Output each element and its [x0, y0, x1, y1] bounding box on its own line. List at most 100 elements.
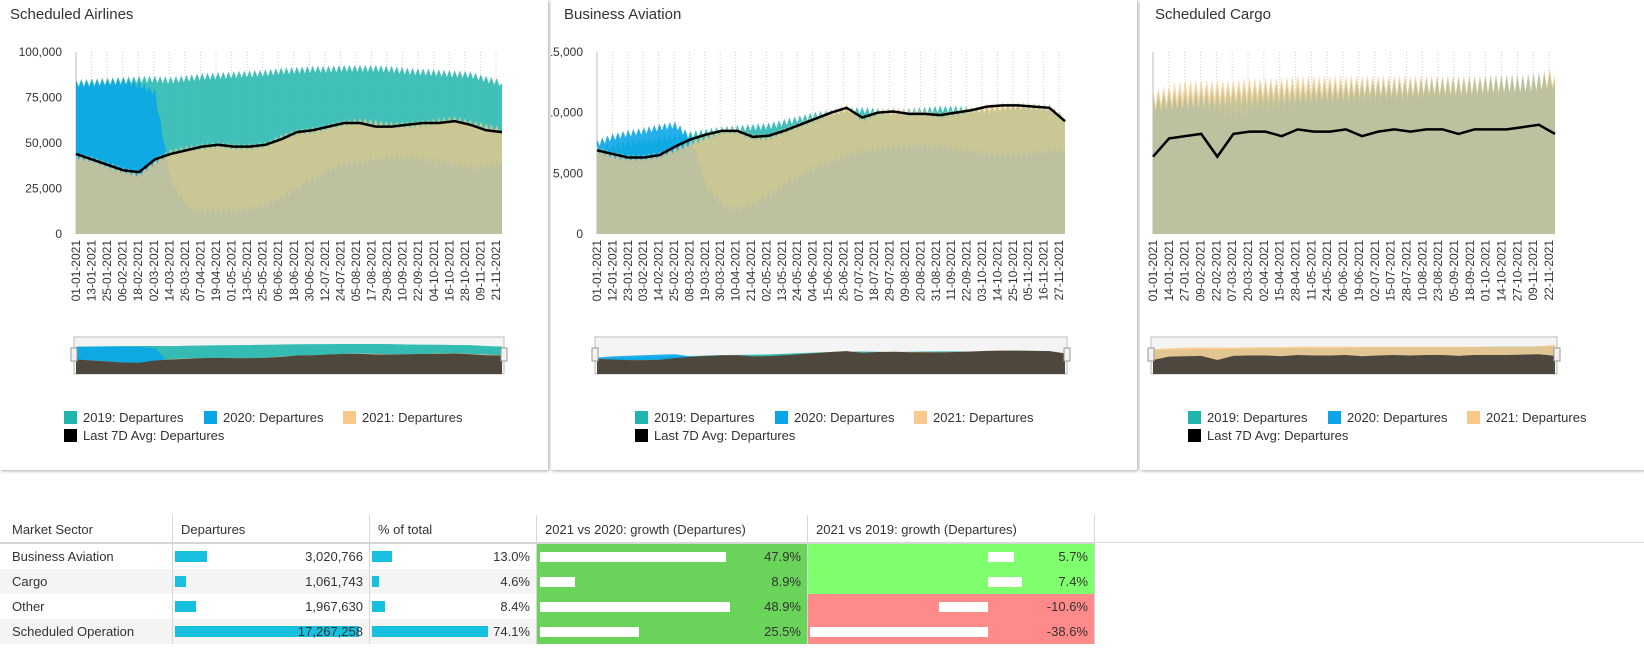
- col-header-market-sector[interactable]: Market Sector: [0, 515, 173, 544]
- cell-pct-total: 74.1%: [369, 619, 537, 644]
- cell-sector: Business Aviation: [0, 543, 173, 569]
- x-tick-label: 26-03-2021: [178, 240, 192, 302]
- legend-item[interactable]: Last 7D Avg: Departures: [64, 428, 224, 443]
- departures-bar: [175, 626, 359, 637]
- x-tick-label: 30-03-2021: [713, 240, 727, 302]
- legend-label: 2021: Departures: [1486, 410, 1587, 425]
- legend-item[interactable]: 2019: Departures: [635, 410, 754, 425]
- y-tick-label: 0: [576, 227, 583, 241]
- x-tick-label: 01-01-2021: [1146, 240, 1160, 302]
- legend-item[interactable]: 2020: Departures: [204, 410, 323, 425]
- growth-value: 8.9%: [771, 574, 801, 589]
- chart-panel-business-aviation: Business Aviation 15,000 10,000 5,000 0 01-0…: [551, 0, 1137, 470]
- cell-pct-total: 8.4%: [369, 594, 537, 619]
- x-tick-label: 14-03-2021: [162, 240, 176, 302]
- growth-bar: [540, 602, 730, 612]
- legend-label: Last 7D Avg: Departures: [83, 428, 225, 443]
- cell-growth-2020: 25.5%: [536, 619, 808, 644]
- col-header-departures[interactable]: Departures: [172, 515, 370, 544]
- legend-item[interactable]: 2020: Departures: [1328, 410, 1447, 425]
- legend-item[interactable]: 2019: Departures: [64, 410, 183, 425]
- series-area-2021: [1153, 67, 1555, 234]
- y-tick-label: 5,000: [553, 166, 583, 180]
- table-row[interactable]: Scheduled Operation 17,267,258 74.1% 25.5% -…: [0, 619, 1095, 644]
- col-header-growth-2020[interactable]: 2021 vs 2020: growth (Departures): [536, 515, 808, 544]
- x-tick-label: 31-08-2021: [929, 240, 943, 302]
- x-tick-label: 27-10-2021: [1510, 240, 1524, 302]
- market-sector-table: Market Sector Departures % of total 2021…: [0, 515, 1095, 644]
- legend-item[interactable]: Last 7D Avg: Departures: [1188, 428, 1348, 443]
- col-header-pct-total[interactable]: % of total: [369, 515, 537, 544]
- x-tick-label: 20-03-2021: [1241, 240, 1255, 302]
- departures-value: 3,020,766: [305, 549, 363, 564]
- x-tick-label: 29-08-2021: [380, 240, 394, 302]
- cell-pct-total: 13.0%: [369, 543, 537, 569]
- growth-value: 48.9%: [764, 599, 801, 614]
- x-tick-label: 28-10-2021: [458, 240, 472, 302]
- growth-bar: [540, 552, 727, 562]
- x-tick-label: 06-06-2021: [271, 240, 285, 302]
- x-tick-label: 15-07-2021: [1384, 240, 1398, 302]
- legend-swatch: [635, 411, 648, 424]
- x-tick-label: 14-02-2021: [652, 240, 666, 302]
- legend-swatch: [343, 411, 356, 424]
- x-tick-label: 06-02-2021: [116, 240, 130, 302]
- navigator: [591, 336, 1071, 375]
- cell-departures: 3,020,766: [172, 543, 370, 569]
- legend-swatch: [1467, 411, 1480, 424]
- x-tick-label: 25-10-2021: [1006, 240, 1020, 302]
- x-tick-label: 13-05-2021: [775, 240, 789, 302]
- x-tick-label: 14-10-2021: [1494, 240, 1508, 302]
- table-row[interactable]: Cargo 1,061,743 4.6% 8.9% 7.4%: [0, 569, 1095, 594]
- legend-item[interactable]: 2021: Departures: [1467, 410, 1586, 425]
- legend-item[interactable]: 2019: Departures: [1188, 410, 1307, 425]
- cell-departures: 1,967,630: [172, 594, 370, 619]
- growth-bar: [988, 552, 1015, 562]
- x-tick-label: 04-10-2021: [427, 240, 441, 302]
- departures-bar: [175, 601, 196, 612]
- x-tick-label: 18-09-2021: [1463, 240, 1477, 302]
- pct-bar: [372, 576, 380, 587]
- navigator: [70, 336, 508, 375]
- x-tick-label: 29-07-2021: [883, 240, 897, 302]
- legend-item[interactable]: Last 7D Avg: Departures: [635, 428, 795, 443]
- growth-bar: [540, 577, 575, 587]
- x-tick-label: 09-02-2021: [1194, 240, 1208, 302]
- x-tick-label: 13-01-2021: [85, 240, 99, 302]
- growth-value: 25.5%: [764, 624, 801, 639]
- navigator-avg: [76, 353, 502, 374]
- x-tick-label: 11-09-2021: [944, 240, 958, 301]
- pct-value: 8.4%: [500, 599, 530, 614]
- col-header-growth-2019[interactable]: 2021 vs 2019: growth (Departures): [807, 515, 1095, 544]
- table-row[interactable]: Business Aviation 3,020,766 13.0% 47.9% 5.7%: [0, 543, 1095, 569]
- x-tick-label: 16-11-2021: [1037, 240, 1051, 301]
- growth-bar: [988, 577, 1023, 587]
- x-tick-label: 25-05-2021: [256, 240, 270, 302]
- x-tick-label: 25-01-2021: [100, 240, 114, 302]
- legend-label: 2020: Departures: [1347, 410, 1448, 425]
- x-tick-label: 01-10-2021: [1479, 240, 1493, 302]
- y-tick-label: 25,000: [25, 182, 62, 196]
- legend-swatch: [204, 411, 217, 424]
- x-tick-label: 02-05-2021: [759, 240, 773, 302]
- x-tick-label: 20-08-2021: [913, 240, 927, 302]
- x-tick-label: 27-11-2021: [1052, 240, 1066, 301]
- legend-swatch: [1188, 429, 1201, 442]
- x-tick-label: 07-07-2021: [852, 240, 866, 302]
- legend-item[interactable]: 2021: Departures: [914, 410, 1033, 425]
- cell-pct-total: 4.6%: [369, 569, 537, 594]
- legend-item[interactable]: 2020: Departures: [775, 410, 894, 425]
- x-tick-label: 10-08-2021: [1415, 240, 1429, 302]
- legend-item[interactable]: 2021: Departures: [343, 410, 462, 425]
- cell-growth-2019: -38.6%: [807, 619, 1095, 644]
- y-tick-label: 10,000: [551, 106, 583, 120]
- legend-swatch: [914, 411, 927, 424]
- table-row[interactable]: Other 1,967,630 8.4% 48.9% -10.6%: [0, 594, 1095, 619]
- growth-value: -10.6%: [1046, 599, 1088, 614]
- x-tick-label: 22-02-2021: [1209, 240, 1223, 302]
- pct-value: 13.0%: [493, 549, 530, 564]
- legend-label: 2019: Departures: [83, 410, 184, 425]
- chart-panel-scheduled-airlines: Scheduled Airlines 100,000 75,000 50,000 25…: [0, 0, 548, 470]
- cell-growth-2020: 47.9%: [536, 543, 808, 569]
- navigator-avg: [597, 350, 1065, 374]
